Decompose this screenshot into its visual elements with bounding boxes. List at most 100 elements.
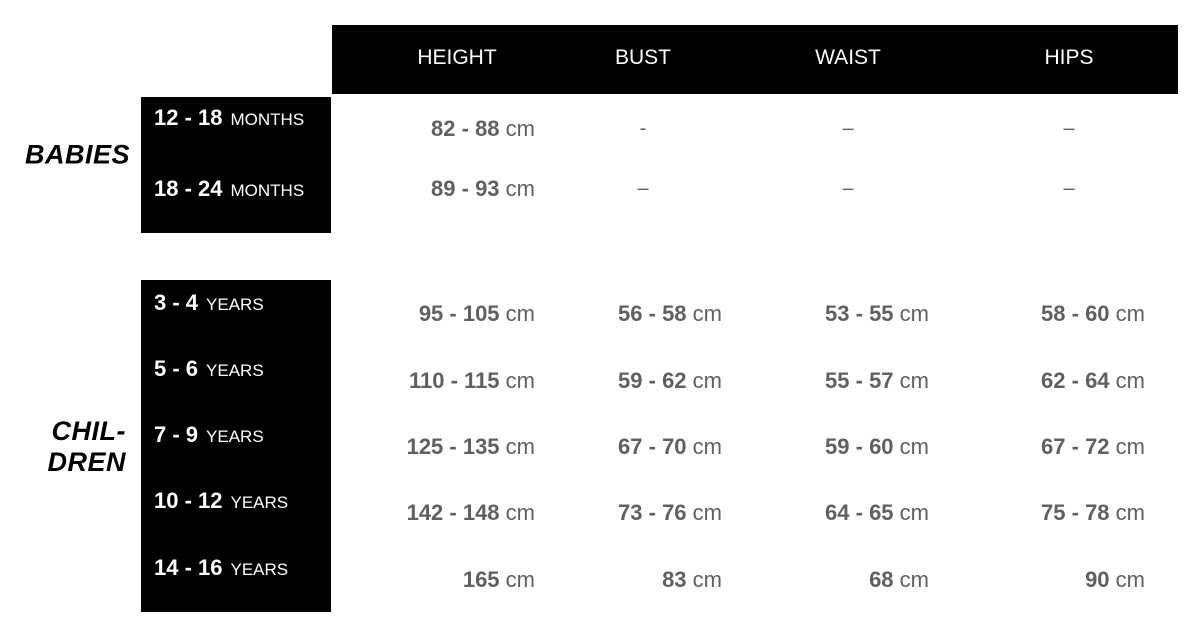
- measurement-unit: cm: [899, 500, 929, 525]
- measurement-unit: cm: [505, 116, 535, 141]
- age-range: 5 - 6: [154, 356, 199, 381]
- measurement-number: 64 - 65: [825, 500, 894, 525]
- age-unit: YEARS: [206, 295, 264, 314]
- measurement-value: 64 - 65 cm: [825, 500, 929, 526]
- measurement-unit: cm: [505, 567, 535, 592]
- measurement-number: 59 - 60: [825, 434, 894, 459]
- measurement-number: 75 - 78: [1041, 500, 1110, 525]
- measurement-number: 56 - 58: [618, 301, 687, 326]
- empty-value: –: [842, 117, 854, 140]
- measurement-value: 58 - 60 cm: [1041, 301, 1145, 327]
- group-label-children: CHIL- DREN: [14, 416, 126, 478]
- measurement-unit: cm: [899, 368, 929, 393]
- measurement-number: 83: [662, 567, 687, 592]
- measurement-number: 67 - 70: [618, 434, 687, 459]
- empty-value: –: [637, 177, 649, 200]
- group-label-babies: BABIES: [24, 139, 130, 170]
- measurement-unit: cm: [1115, 434, 1145, 459]
- header-hips: HIPS: [1044, 46, 1094, 69]
- empty-value: –: [1063, 177, 1075, 200]
- measurement-value: 95 - 105 cm: [419, 301, 535, 327]
- measurement-unit: cm: [692, 301, 722, 326]
- measurement-unit: cm: [505, 301, 535, 326]
- measurement-value: 53 - 55 cm: [825, 301, 929, 327]
- measurement-unit: cm: [692, 434, 722, 459]
- measurement-value: 59 - 60 cm: [825, 434, 929, 460]
- measurement-number: 82 - 88: [431, 116, 500, 141]
- empty-value: –: [1063, 117, 1075, 140]
- age-range: 10 - 12: [154, 488, 223, 513]
- column-header-bar: HEIGHT BUST WAIST HIPS: [332, 25, 1178, 94]
- measurement-unit: cm: [1115, 301, 1145, 326]
- header-bust: BUST: [614, 46, 672, 69]
- empty-value: –: [842, 177, 854, 200]
- header-height: HEIGHT: [417, 46, 497, 69]
- age-range: 3 - 4: [154, 290, 199, 315]
- measurement-number: 62 - 64: [1041, 368, 1110, 393]
- measurement-unit: cm: [1115, 500, 1145, 525]
- measurement-value: 90 cm: [1085, 567, 1145, 593]
- age-unit: MONTHS: [230, 110, 305, 129]
- measurement-number: 165: [462, 567, 500, 592]
- measurement-unit: cm: [1115, 368, 1145, 393]
- measurement-number: 89 - 93: [431, 176, 500, 201]
- age-unit: YEARS: [230, 493, 289, 512]
- measurement-value: 73 - 76 cm: [618, 500, 722, 526]
- measurement-value: 75 - 78 cm: [1041, 500, 1145, 526]
- age-label: 12 - 18 MONTHS: [154, 105, 304, 131]
- measurement-value: 110 - 115 cm: [409, 368, 535, 394]
- measurement-unit: cm: [505, 176, 535, 201]
- measurement-value: 67 - 72 cm: [1041, 434, 1145, 460]
- age-unit: YEARS: [206, 361, 264, 380]
- measurement-value: 83 cm: [662, 567, 722, 593]
- measurement-unit: cm: [1115, 567, 1145, 592]
- measurement-number: 67 - 72: [1041, 434, 1110, 459]
- age-label: 14 - 16 YEARS: [154, 555, 288, 581]
- measurement-number: 95 - 105: [418, 301, 500, 326]
- measurement-number: 53 - 55: [825, 301, 894, 326]
- measurement-value: 89 - 93 cm: [431, 176, 535, 202]
- group-label-line: CHIL-: [51, 416, 126, 446]
- measurement-value: 59 - 62 cm: [618, 368, 722, 394]
- measurement-number: 142 - 148: [406, 500, 500, 525]
- measurement-number: 58 - 60: [1041, 301, 1110, 326]
- age-label: 10 - 12 YEARS: [154, 488, 288, 514]
- measurement-value: 56 - 58 cm: [618, 301, 722, 327]
- age-label: 7 - 9 YEARS: [154, 422, 264, 448]
- measurement-number: 73 - 76: [618, 500, 687, 525]
- age-range: 18 - 24: [154, 176, 223, 201]
- age-range: 14 - 16: [154, 555, 223, 580]
- measurement-unit: cm: [505, 500, 535, 525]
- group-label-line: DREN: [47, 447, 126, 477]
- age-unit: YEARS: [230, 560, 289, 579]
- measurement-number: 125 - 135: [406, 434, 500, 459]
- age-label: 18 - 24 MONTHS: [154, 176, 304, 202]
- measurement-value: 68 cm: [869, 567, 929, 593]
- empty-value: -: [639, 117, 647, 140]
- measurement-value: 67 - 70 cm: [618, 434, 722, 460]
- measurement-unit: cm: [505, 434, 535, 459]
- measurement-unit: cm: [692, 368, 722, 393]
- measurement-number: 90: [1085, 567, 1110, 592]
- measurement-value: 82 - 88 cm: [431, 116, 535, 142]
- measurement-value: 165 cm: [463, 567, 535, 593]
- age-label: 3 - 4 YEARS: [154, 290, 264, 316]
- measurement-unit: cm: [505, 368, 535, 393]
- measurement-unit: cm: [692, 567, 722, 592]
- age-range: 7 - 9: [154, 422, 199, 447]
- children-age-box: [141, 280, 331, 612]
- header-waist: WAIST: [815, 46, 881, 69]
- measurement-number: 59 - 62: [618, 368, 687, 393]
- measurement-number: 55 - 57: [825, 368, 894, 393]
- measurement-value: 55 - 57 cm: [825, 368, 929, 394]
- measurement-value: 62 - 64 cm: [1041, 368, 1145, 394]
- age-unit: YEARS: [206, 427, 264, 446]
- babies-age-box: [141, 97, 331, 233]
- measurement-number: 110 - 115: [409, 368, 500, 393]
- measurement-value: 125 - 135 cm: [407, 434, 535, 460]
- measurement-unit: cm: [899, 434, 929, 459]
- measurement-value: 142 - 148 cm: [407, 500, 535, 526]
- age-unit: MONTHS: [230, 181, 305, 200]
- age-range: 12 - 18: [154, 105, 223, 130]
